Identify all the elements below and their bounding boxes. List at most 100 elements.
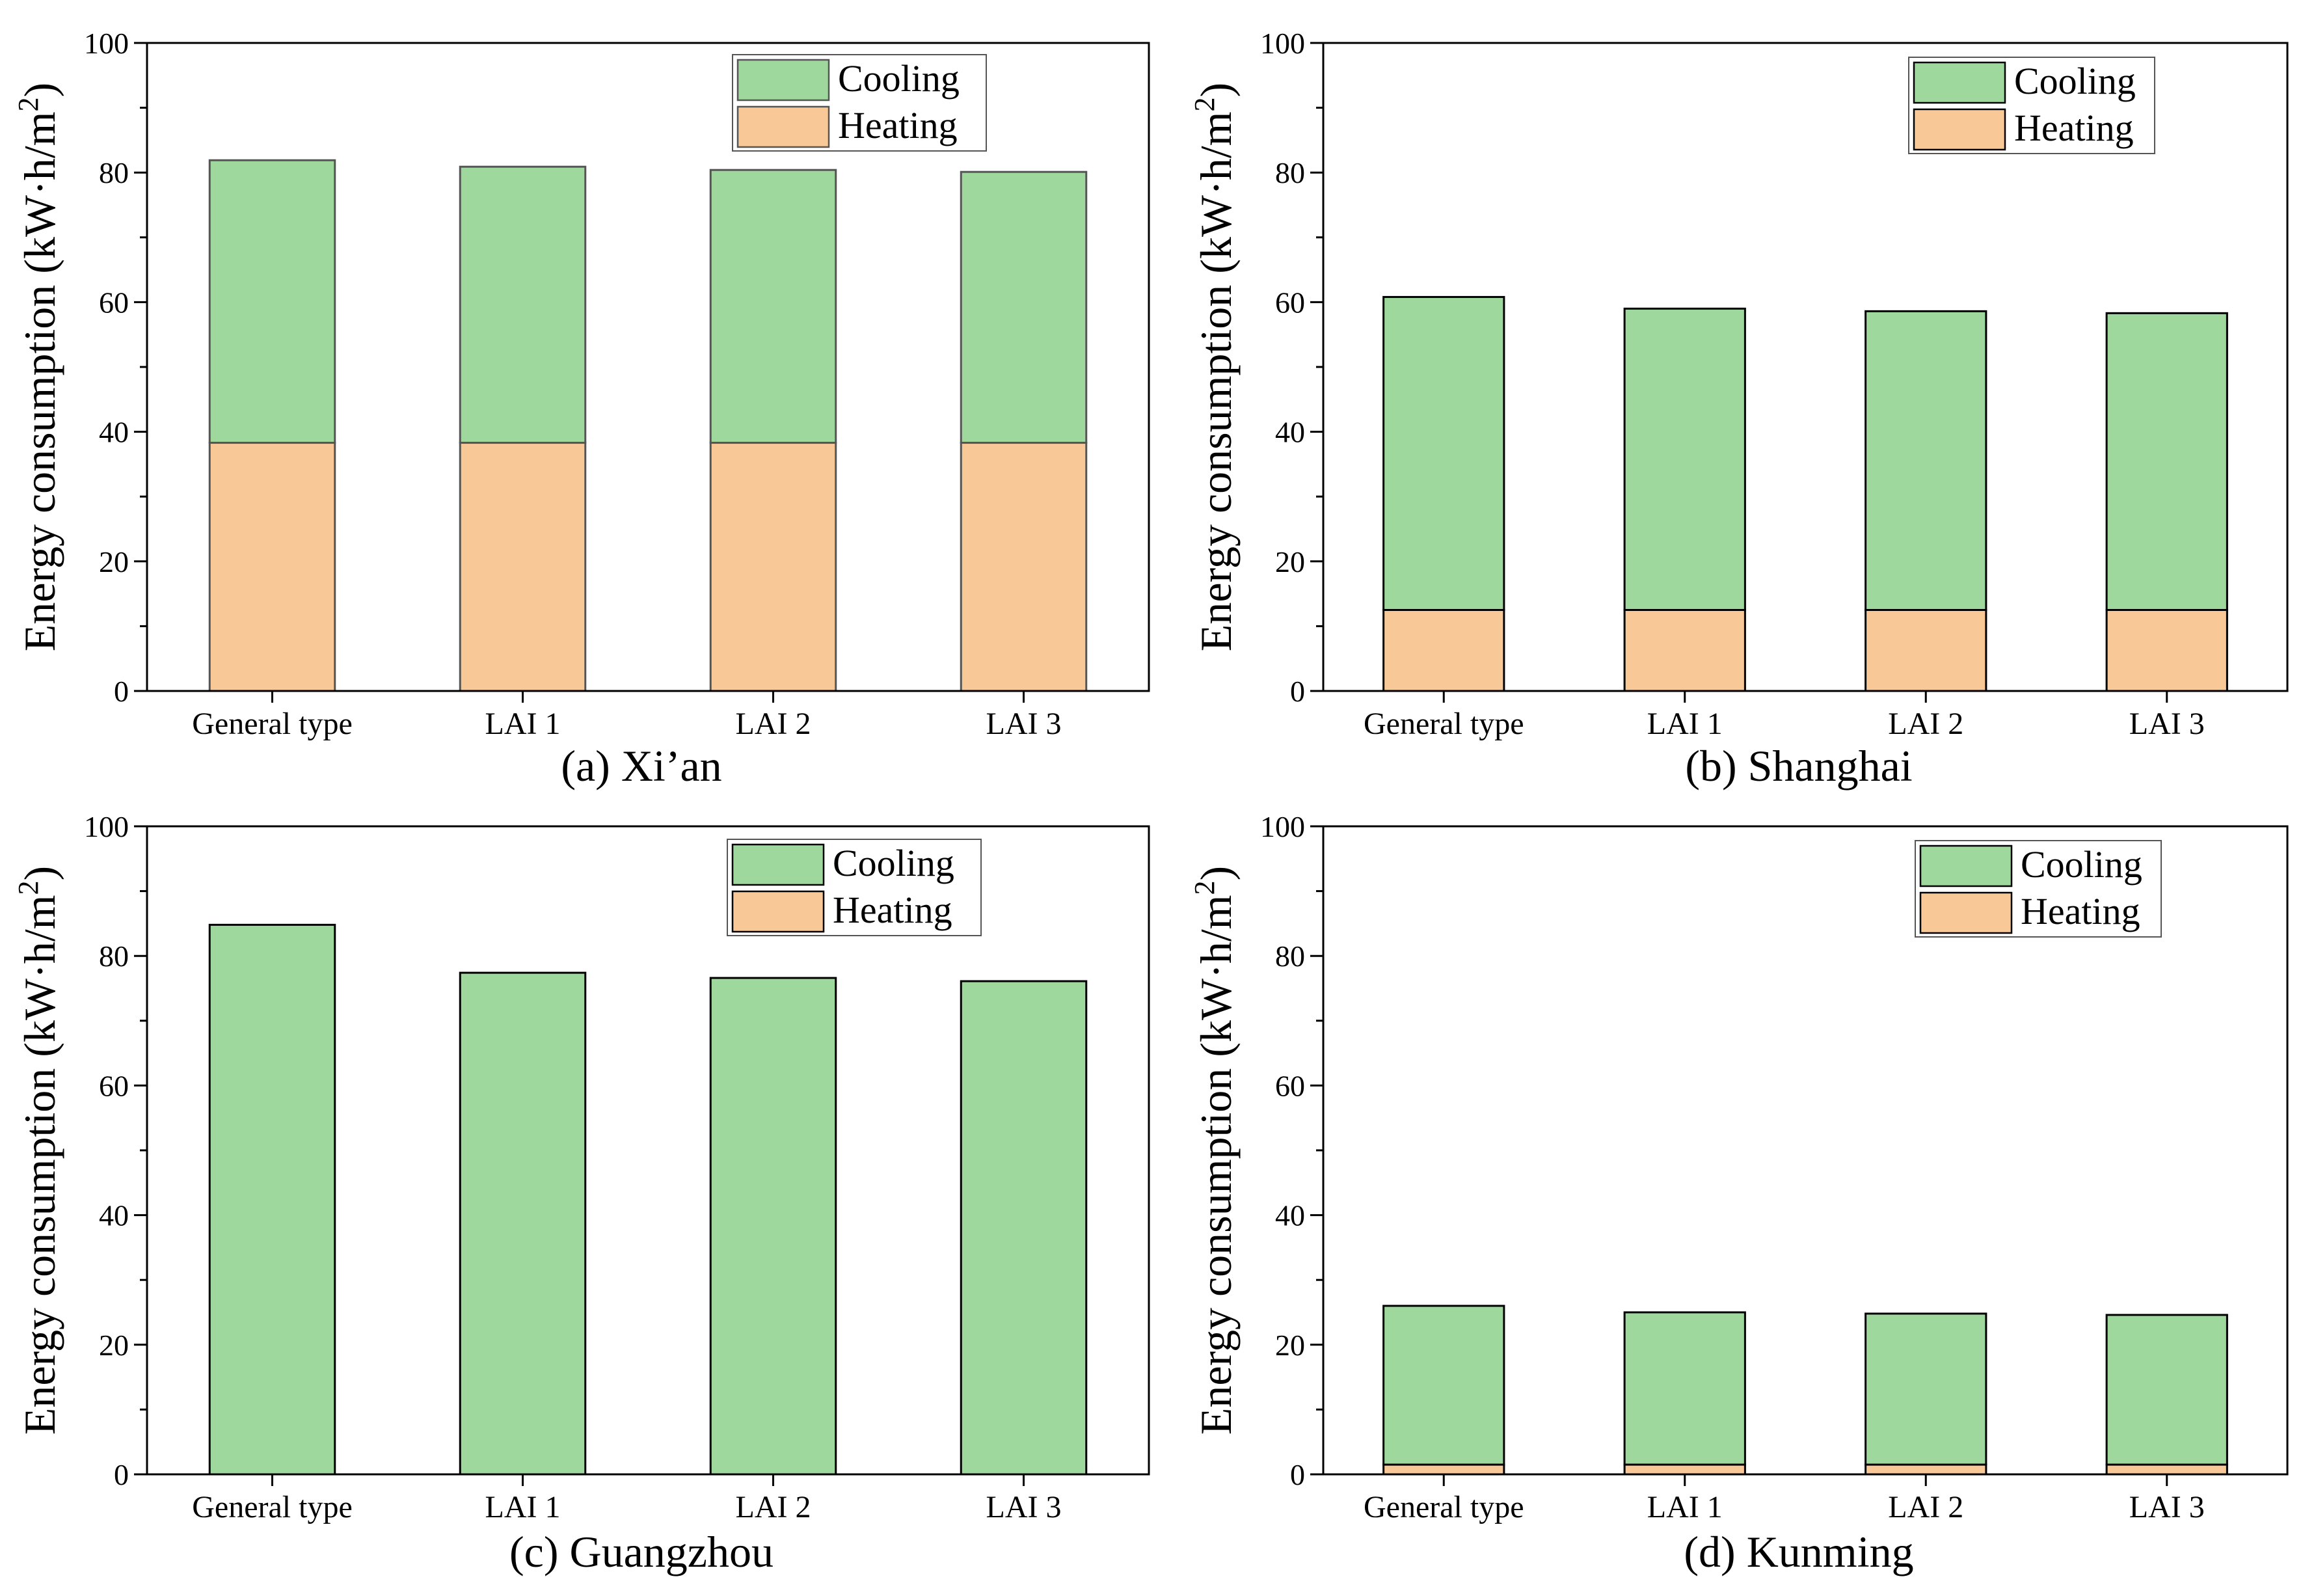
y-tick-label: 60: [1275, 1069, 1305, 1102]
x-tick-label: LAI 2: [736, 707, 811, 741]
legend-swatch-heating: [731, 890, 825, 933]
x-tick-label: LAI 1: [485, 707, 561, 741]
y-tick-label: 0: [114, 1458, 129, 1491]
legend-swatch-cooling: [736, 59, 830, 101]
y-axis-title-main: Energy consumption (kW·h/m: [1191, 111, 1241, 651]
y-axis-title-superscript: 2: [12, 97, 44, 111]
legend-swatch-cooling: [1919, 845, 2013, 887]
y-axis-title-close: ): [15, 866, 64, 881]
x-tick-label: LAI 3: [2129, 707, 2205, 741]
y-axis-title-main: Energy consumption (kW·h/m: [15, 111, 64, 651]
legend-swatch-cooling: [1913, 61, 2006, 104]
panel-caption: (b) Shanghai: [1685, 741, 1912, 791]
legend-label-heating: Heating: [2021, 890, 2140, 932]
y-tick-label: 20: [99, 1329, 129, 1362]
bar-heating-4: [960, 442, 1088, 692]
bar-heating-1: [1382, 609, 1505, 692]
legend-label-cooling: Cooling: [838, 57, 960, 100]
x-tick-label: LAI 2: [1888, 707, 1963, 741]
legend-label-heating: Heating: [838, 104, 958, 146]
chart-panel-4: 0 20 40 60 80 100 General type LAI 1 LAI 2 LAI 3 E…: [1189, 810, 2289, 1576]
y-tick-label: 0: [114, 675, 129, 708]
bar-cooling-1: [208, 159, 336, 444]
legend: Cooling Heating: [727, 839, 982, 936]
y-tick-label: 20: [1275, 1329, 1305, 1362]
bar-cooling-3: [1865, 1312, 1987, 1466]
legend-label-cooling: Cooling: [833, 842, 954, 884]
bar-heating-4: [2105, 609, 2228, 692]
bar-cooling-2: [1623, 1311, 1746, 1466]
y-tick-label: 40: [99, 1199, 129, 1232]
y-tick-label: 60: [1275, 286, 1305, 319]
y-axis-title: Energy consumption (kW·h/m2): [1189, 83, 1241, 651]
y-tick-label: 100: [1260, 810, 1305, 843]
y-axis-title: Energy consumption (kW·h/m2): [12, 866, 64, 1435]
bar-cooling-4: [2105, 1314, 2228, 1466]
legend: Cooling Heating: [1908, 57, 2155, 154]
panel-caption: (d) Kunming: [1684, 1527, 1913, 1576]
bar-cooling-2: [459, 971, 587, 1476]
bar-cooling-4: [960, 980, 1088, 1476]
bar-heating-3: [709, 442, 837, 692]
bar-heating-2: [1623, 1463, 1746, 1476]
y-tick-label: 100: [1260, 27, 1305, 60]
panel-caption: (c) Guangzhou: [509, 1527, 774, 1576]
bar-cooling-3: [709, 169, 837, 444]
y-tick-label: 80: [1275, 940, 1305, 973]
bar-cooling-3: [709, 977, 837, 1476]
y-axis-title-close: ): [15, 83, 64, 98]
bar-heating-3: [1865, 609, 1987, 692]
legend-label-cooling: Cooling: [2021, 843, 2142, 886]
bar-heating-2: [1623, 609, 1746, 692]
bar-heating-1: [208, 442, 336, 692]
x-tick-label: LAI 2: [736, 1490, 811, 1524]
x-tick-label: General type: [1364, 1490, 1524, 1524]
y-axis-title-close: ): [1191, 866, 1241, 881]
y-tick-label: 40: [99, 416, 129, 449]
bar-cooling-1: [1382, 295, 1505, 611]
bar-cooling-1: [1382, 1305, 1505, 1466]
y-tick-label: 60: [99, 286, 129, 319]
y-tick-label: 20: [99, 545, 129, 578]
y-axis-title-superscript: 2: [12, 880, 44, 895]
legend-swatch-heating: [736, 105, 830, 148]
bar-cooling-4: [960, 170, 1088, 444]
x-tick-label: LAI 1: [1647, 1490, 1723, 1524]
legend-label-cooling: Cooling: [2014, 60, 2136, 102]
bar-heating-3: [1865, 1463, 1987, 1476]
y-tick-label: 0: [1290, 675, 1305, 708]
panel-caption: (a) Xi’an: [561, 741, 721, 791]
legend-label-heating: Heating: [2014, 107, 2134, 149]
y-tick-label: 80: [1275, 156, 1305, 189]
y-axis-title: Energy consumption (kW·h/m2): [12, 83, 64, 651]
x-tick-label: LAI 3: [986, 1490, 1062, 1524]
legend-swatch-cooling: [731, 843, 825, 886]
y-tick-label: 20: [1275, 545, 1305, 578]
x-tick-label: General type: [192, 1490, 353, 1524]
legend-swatch-heating: [1919, 891, 2013, 934]
bar-cooling-2: [1623, 307, 1746, 611]
bar-heating-2: [459, 442, 587, 692]
y-tick-label: 40: [1275, 416, 1305, 449]
bar-cooling-1: [208, 923, 336, 1476]
x-tick-label: LAI 2: [1888, 1490, 1963, 1524]
bar-heating-1: [1382, 1463, 1505, 1476]
y-axis-title: Energy consumption (kW·h/m2): [1189, 866, 1241, 1435]
x-tick-label: LAI 3: [986, 707, 1062, 741]
legend-label-heating: Heating: [833, 889, 952, 931]
x-tick-label: General type: [192, 707, 353, 741]
y-axis-title-main: Energy consumption (kW·h/m: [1191, 895, 1241, 1435]
y-axis-title-superscript: 2: [1189, 97, 1220, 111]
x-tick-label: LAI 1: [1647, 707, 1723, 741]
y-tick-label: 100: [84, 810, 129, 843]
bar-cooling-2: [459, 165, 587, 444]
chart-panel-3: 0 20 40 60 80 100 General type LAI 1 LAI 2 LAI 3 E…: [12, 810, 1150, 1576]
bar-cooling-4: [2105, 312, 2228, 611]
legend-swatch-heating: [1913, 108, 2006, 151]
y-tick-label: 80: [99, 940, 129, 973]
y-axis-title-main: Energy consumption (kW·h/m: [15, 895, 64, 1435]
y-tick-label: 40: [1275, 1199, 1305, 1232]
